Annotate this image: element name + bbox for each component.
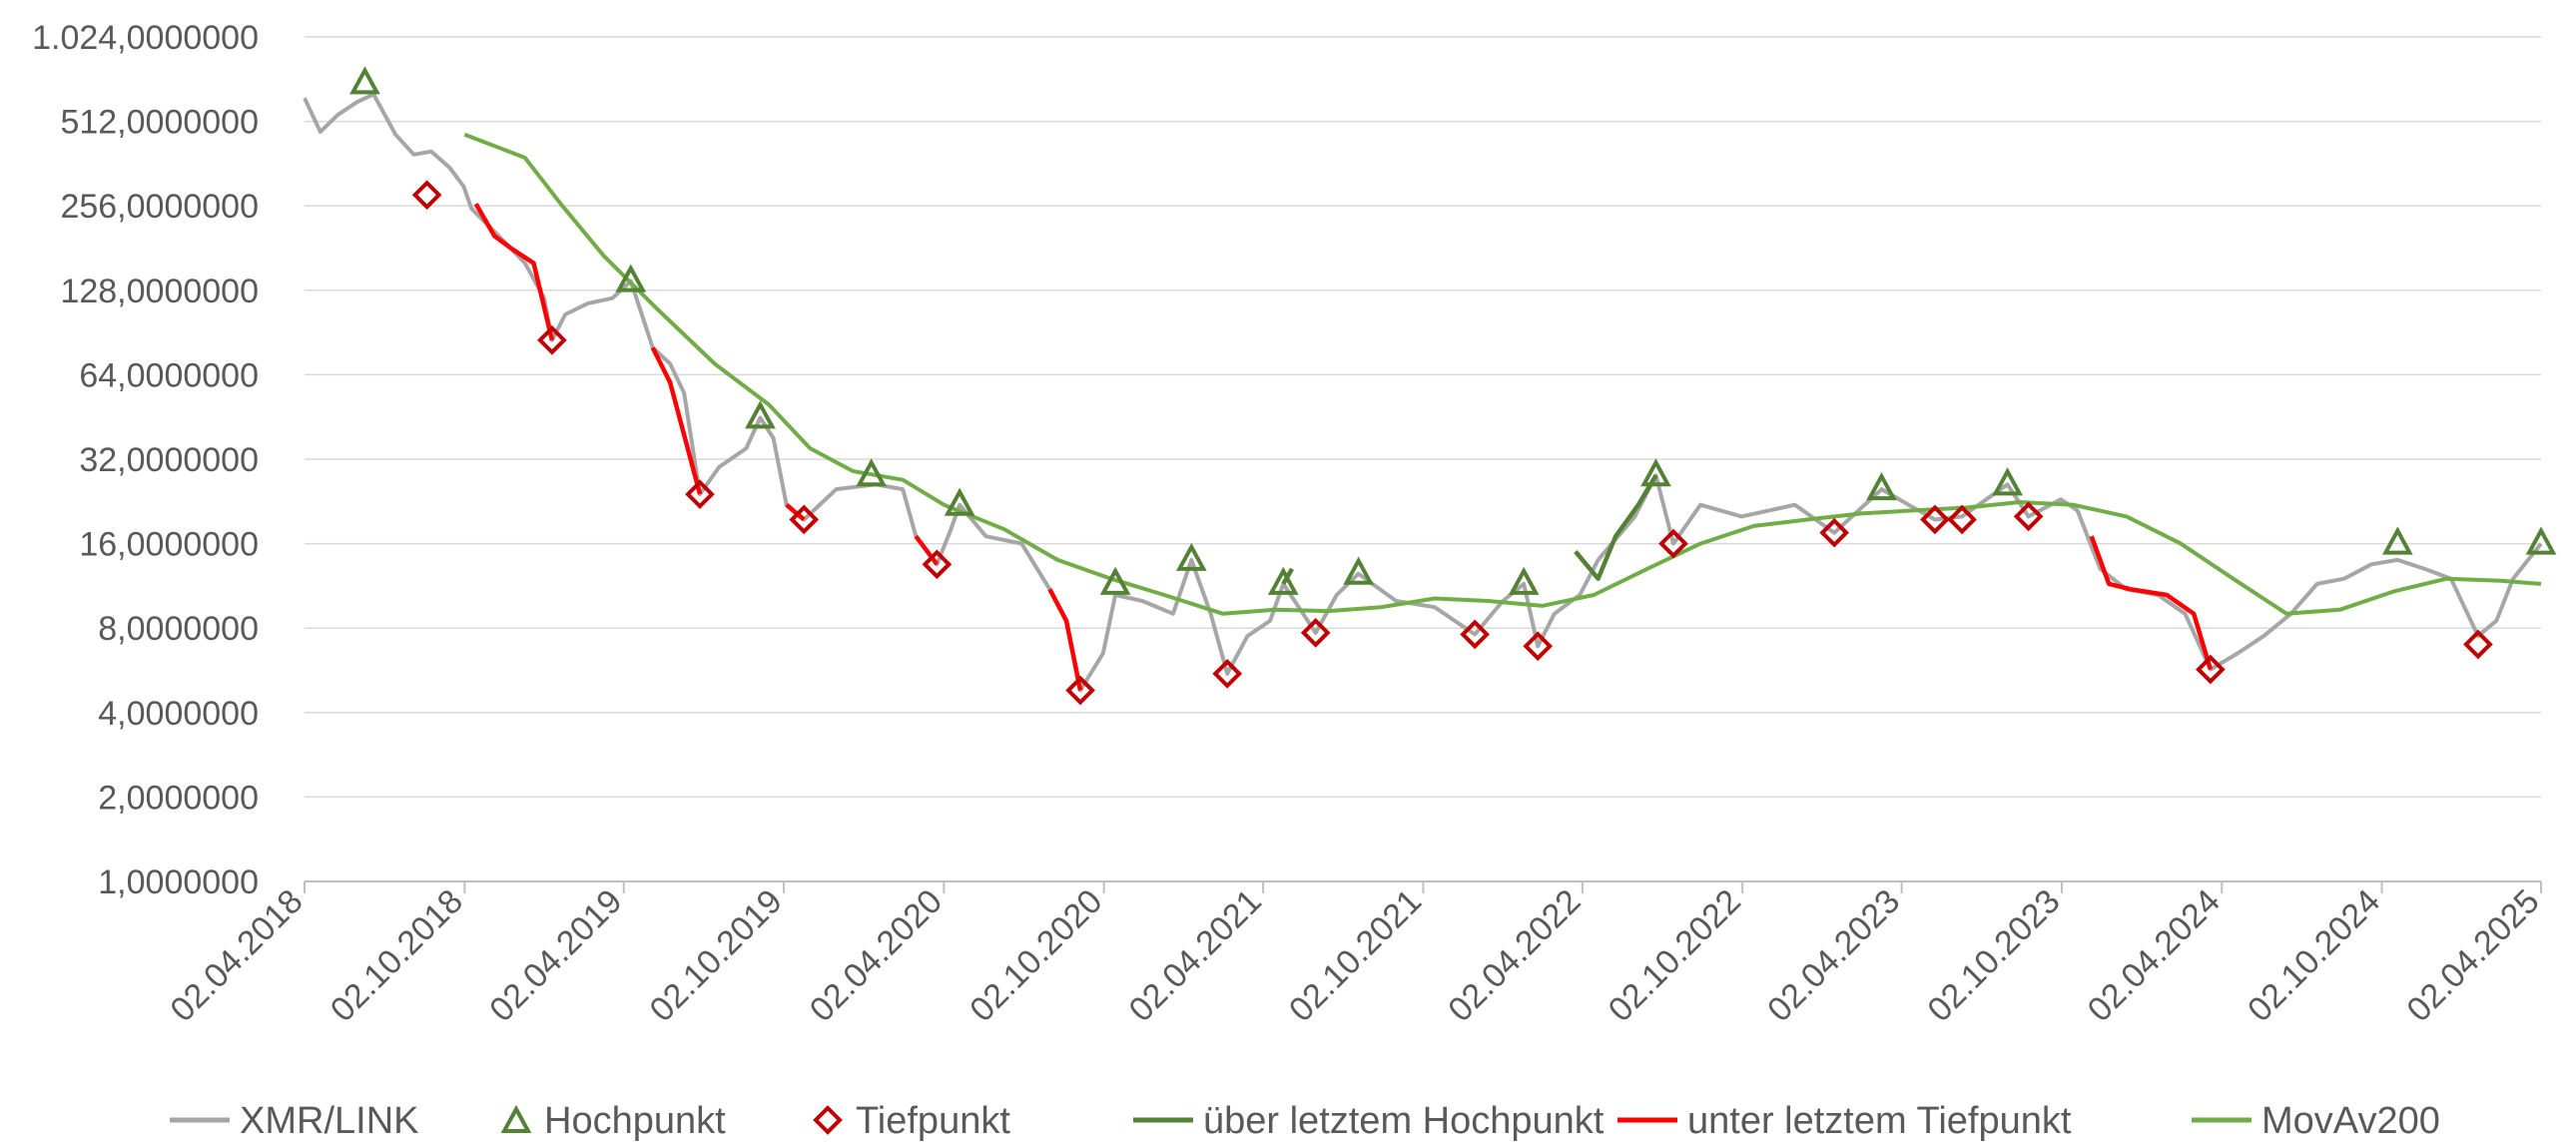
y-tick-label: 1,0000000 [98,863,259,901]
y-tick-label: 32,0000000 [79,441,259,479]
x-tick-label: 02.04.2021 [1122,882,1269,1029]
tiefpunkt-marker [922,549,953,580]
tiefpunkt-marker [537,324,567,355]
y-tick-label: 2,0000000 [98,779,259,817]
hochpunkt-marker [1175,542,1207,571]
x-tick-label: 02.04.2025 [2399,882,2546,1029]
y-tick-label: 1.024,0000000 [32,19,259,57]
tiefpunkt-marker [1920,504,1950,535]
tiefpunkt-marker [1300,618,1331,648]
series-segment-unter-letztem-tiefpunkt [2089,535,2214,671]
legend-swatch [813,1105,843,1135]
tiefpunkt-marker [1947,504,1977,535]
tiefpunkt-marker [2013,501,2044,532]
x-tick-label: 02.04.2022 [1441,882,1588,1029]
x-tick-label: 02.04.2018 [163,882,310,1029]
legend-label: über letztem Hochpunkt [1203,1100,1605,1142]
series-line-movav200 [463,132,2542,616]
tiefpunkt-marker [1658,528,1688,559]
tiefpunkt-marker [1819,517,1849,548]
hochpunkt-marker [1866,471,1897,501]
legend-swatch [500,1104,532,1133]
series-segment-unter-letztem-tiefpunkt [785,502,806,522]
legend-item-unter-letztem-tiefpunkt: unter letztem Tiefpunkt [1617,1100,2072,1142]
x-tick-label: 02.10.2018 [323,882,470,1029]
tiefpunkt-marker [1460,619,1490,650]
series-lines [303,92,2543,693]
hochpunkt-marker [1267,566,1299,595]
y-tick-label: 512,0000000 [60,104,259,142]
x-tick-label: 02.10.2022 [1602,882,1748,1029]
y-tick-label: 4,0000000 [98,695,259,733]
x-tick-label: 02.04.2019 [482,882,629,1029]
tiefpunkt-marker [1523,631,1554,662]
series-segment-ueber-letztem-hochpunkt [1574,474,1658,581]
legend-item-xmr-link: XMR/LINK [170,1100,418,1142]
tiefpunkt-marker [1065,675,1095,706]
hochpunkt-marker [1343,556,1374,585]
hochpunkt-marker [349,66,380,95]
tiefpunkt-marker [2463,629,2493,660]
series-segment-unter-letztem-tiefpunkt [473,203,555,341]
tiefpunkt-marker [685,479,715,509]
x-tick-label: 02.10.2019 [643,882,790,1029]
legend-item-hochpunkt: Hochpunkt [500,1100,726,1142]
x-tick-label: 02.10.2020 [963,882,1109,1029]
y-axis-tick-labels: 1,0000000 2,0000000 4,0000000 8,0000000 16,0… [32,19,259,901]
legend-label: XMR/LINK [240,1100,418,1142]
x-tick-label: 02.04.2020 [803,882,950,1029]
gridlines [305,36,2541,799]
series-segment-unter-letztem-tiefpunkt [1047,588,1083,691]
hochpunkt-marker [1992,467,2023,496]
legend-item-ueber-letztem-hochpunkt: über letztem Hochpunkt [1133,1100,1605,1142]
hochpunkt-marker [2525,526,2557,555]
hochpunkt-marker [1099,566,1131,595]
x-tick-label: 02.10.2021 [1282,882,1429,1029]
legend-label: Hochpunkt [544,1100,726,1142]
legend-item-tiefpunkt: Tiefpunkt [813,1100,1010,1142]
y-tick-label: 64,0000000 [79,356,259,394]
hochpunkt-marker [2381,526,2413,555]
tiefpunkt-marker [411,180,442,211]
series-markers [349,66,2557,706]
hochpunkt-marker [1508,566,1540,595]
tiefpunkt-marker [1212,659,1243,689]
legend-label: MovAv200 [2261,1100,2440,1142]
hochpunkt-marker [615,264,647,292]
x-tick-label: 02.10.2024 [2241,882,2387,1029]
legend: XMR/LINK Hochpunkt Tiefpunkt über letztem H… [170,1100,2440,1142]
hochpunkt-marker [745,400,776,429]
y-tick-label: 128,0000000 [60,273,259,310]
axes [304,880,2542,893]
x-tick-label: 02.10.2023 [1920,882,2067,1029]
tiefpunkt-marker [789,504,820,535]
x-tick-label: 02.04.2024 [2081,882,2228,1029]
x-axis-tick-labels: 02.04.2018 02.10.2018 02.04.2019 02.10.2019… [163,882,2546,1029]
y-tick-label: 8,0000000 [98,610,259,648]
x-tick-label: 02.04.2023 [1760,882,1907,1029]
legend-label: unter letztem Tiefpunkt [1687,1100,2072,1142]
y-tick-label: 256,0000000 [60,188,259,226]
hochpunkt-marker [1640,458,1671,487]
y-tick-label: 16,0000000 [79,526,259,564]
series-segment-unter-letztem-tiefpunkt [650,346,703,495]
legend-item-movav200: MovAv200 [2192,1100,2440,1142]
hochpunkt-marker [856,458,888,487]
series-segment-unter-letztem-tiefpunkt [914,534,940,566]
tiefpunkt-marker [2196,654,2226,685]
hochpunkt-marker [944,487,975,516]
legend-label: Tiefpunkt [856,1100,1010,1142]
